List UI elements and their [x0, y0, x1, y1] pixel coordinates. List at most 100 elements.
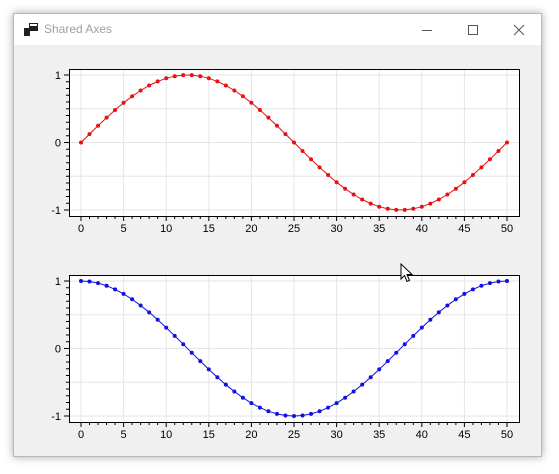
- chart2-data-point: [138, 303, 143, 308]
- chart2-data-point: [223, 382, 228, 387]
- chart1-data-point: [445, 192, 450, 197]
- chart1-data-point: [436, 197, 441, 202]
- chart1-y-tick-label: 0: [55, 138, 61, 150]
- chart2-x-tick-label: 20: [245, 429, 257, 441]
- chart2-data-point: [96, 281, 101, 286]
- minimize-icon: [422, 29, 432, 31]
- chart1-data-point: [283, 132, 288, 137]
- chart1-data-point: [360, 197, 365, 202]
- chart2-x-tick-label: 25: [288, 429, 300, 441]
- chart1-data-point: [155, 79, 160, 84]
- chart2-data-point: [87, 279, 92, 284]
- chart2-data-point: [274, 411, 279, 416]
- chart1-x-tick-label: 10: [160, 223, 172, 235]
- chart1-data-point: [121, 100, 126, 105]
- maximize-button[interactable]: [450, 14, 496, 45]
- chart2-data-point: [104, 283, 109, 288]
- chart2-data-point: [249, 401, 254, 406]
- chart2-data-point: [121, 291, 126, 296]
- chart2-data-point: [470, 287, 475, 292]
- chart1-data-point: [147, 83, 152, 88]
- minimize-button[interactable]: [404, 14, 450, 45]
- chart2-data-point: [402, 342, 407, 347]
- chart1-data-point: [274, 123, 279, 128]
- mouse-cursor-icon: [400, 263, 414, 283]
- chart1-data-point: [462, 180, 467, 185]
- chart1-data-point: [164, 76, 169, 81]
- chart2-x-tick-label: 5: [121, 429, 127, 441]
- chart2-data-point: [283, 413, 288, 418]
- chart1-x-tick-label: 40: [416, 223, 428, 235]
- chart1-x-tick-label: 25: [288, 223, 300, 235]
- chart2-x-tick-label: 10: [160, 429, 172, 441]
- chart1-x-tick-label: 50: [501, 223, 513, 235]
- chart1-data-point: [300, 148, 305, 153]
- chart1-data-point: [87, 132, 92, 137]
- chart2-data-point: [292, 414, 296, 418]
- chart1-data-point: [266, 115, 271, 120]
- chart1-data-point: [309, 157, 314, 162]
- chart2-x-tick-label: 35: [373, 429, 385, 441]
- chart2-x-tick-label: 30: [330, 429, 342, 441]
- chart1-data-point: [198, 74, 203, 79]
- chart1-data-point: [453, 186, 458, 191]
- chart2-data-point: [462, 291, 467, 296]
- chart2-x-tick-label: 15: [203, 429, 215, 441]
- chart1-data-point: [79, 140, 83, 145]
- chart2-x-tick-label: 40: [416, 429, 428, 441]
- chart2-x-tick-label: 50: [501, 429, 513, 441]
- chart1-x-tick-label: 5: [121, 223, 127, 235]
- chart2-data-point: [257, 405, 262, 410]
- chart1-data-point: [479, 165, 484, 170]
- chart1-data-point: [351, 192, 356, 197]
- chart2-data-point: [343, 395, 348, 400]
- chart2-data-point: [232, 389, 237, 394]
- chart2-data-point: [189, 350, 194, 355]
- chart1-data-point: [428, 201, 433, 206]
- chart2-data-point: [505, 279, 509, 283]
- chart2-data-point: [79, 279, 83, 283]
- chart1-data-point: [223, 83, 228, 88]
- chart2-data-point: [445, 303, 450, 308]
- chart1-data-point: [138, 88, 143, 93]
- chart2-data-point: [326, 405, 331, 410]
- chart1-data-point: [343, 186, 348, 191]
- chart2-data-point: [266, 409, 271, 414]
- chart2-data-point: [334, 401, 339, 406]
- chart2-data-point: [368, 375, 373, 380]
- close-button[interactable]: [496, 14, 542, 45]
- chart1-data-point: [487, 157, 492, 162]
- chart2-data-point: [147, 310, 152, 315]
- chart2-y-tick-label: 1: [55, 276, 61, 288]
- chart2-data-point: [453, 297, 458, 302]
- chart1-data-point: [470, 173, 475, 178]
- chart2-data-point: [130, 297, 135, 302]
- chart1-data-point: [505, 140, 509, 145]
- chart2-data-point: [240, 395, 245, 400]
- chart2-data-point: [309, 411, 314, 416]
- chart1-data-point: [96, 123, 101, 128]
- window-title: Shared Axes: [44, 22, 113, 36]
- chart1-data-point: [317, 165, 322, 170]
- chart2-data-point: [479, 283, 484, 288]
- chart2-data-point: [206, 367, 211, 372]
- close-icon: [513, 24, 525, 35]
- chart1-y-tick-label: -1: [51, 205, 61, 217]
- chart1-data-point: [104, 115, 109, 120]
- chart1-data-point: [411, 206, 416, 211]
- chart1-data-point: [113, 107, 118, 112]
- chart2-data-point: [198, 359, 203, 364]
- chart1-data-point: [189, 73, 194, 78]
- chart1-data-point: [232, 88, 237, 93]
- chart1-data-point: [385, 206, 390, 211]
- charts-area: 0 5 10 15 20 25 30 35 40 45 50 -1 0 1 0 5 10 15 20 25 30 35 40…: [14, 45, 541, 461]
- chart2-data-point: [394, 350, 399, 355]
- chart1-data-point: [206, 76, 211, 81]
- chart2-data-point: [113, 287, 118, 292]
- chart2-x-tick-label: 0: [78, 429, 84, 441]
- chart2-data-point: [436, 310, 441, 315]
- title-bar[interactable]: Shared Axes: [14, 14, 541, 45]
- chart2-y-tick-label: 0: [55, 344, 61, 356]
- chart1-x-tick-label: 15: [203, 223, 215, 235]
